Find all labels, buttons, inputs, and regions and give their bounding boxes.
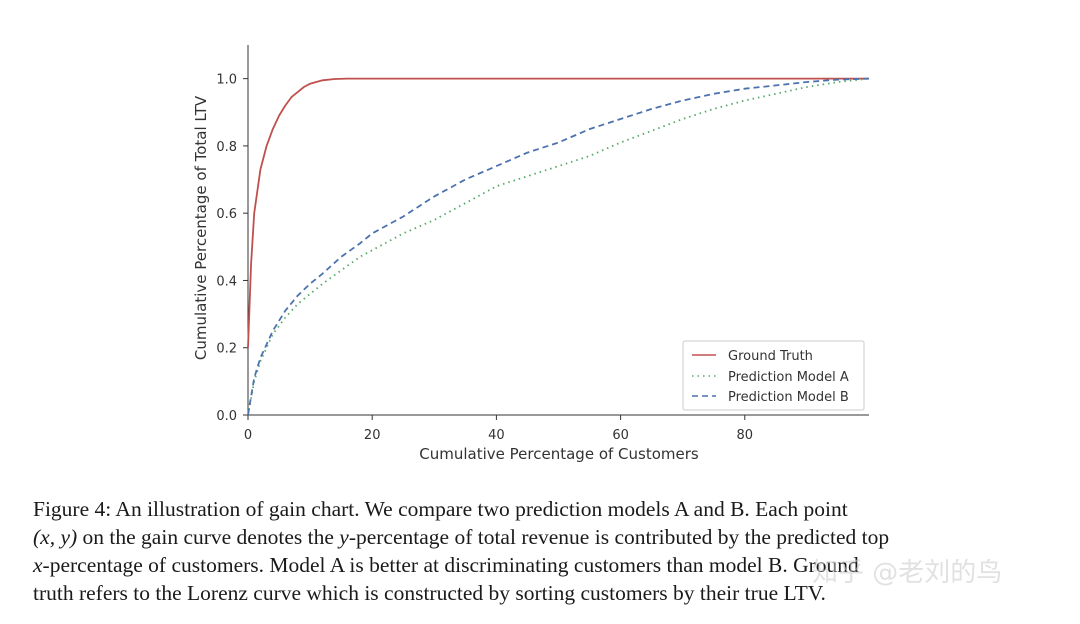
- y-tick-label: 0.4: [216, 274, 237, 289]
- x-tick-label: 80: [737, 428, 754, 443]
- caption-math-x: x: [33, 553, 43, 577]
- caption-line-3: x-percentage of customers. Model A is be…: [33, 551, 1053, 579]
- axes: [247, 45, 869, 416]
- legend-label-model-a: Prediction Model A: [728, 370, 849, 385]
- x-tick-label: 20: [364, 428, 381, 443]
- watermark: 知乎 @老刘的鸟: [812, 558, 1003, 588]
- legend-box: [682, 340, 865, 411]
- y-tick-label: 1.0: [216, 73, 237, 88]
- series-line-prediction-model-b: [247, 77, 870, 416]
- caption-line-4: truth refers to the Lorenz curve which i…: [33, 581, 826, 605]
- legend-label-ground-truth: Ground Truth: [728, 349, 813, 364]
- x-axis-label: Cumulative Percentage of Customers: [419, 445, 699, 463]
- y-tick-label: 0.8: [216, 140, 237, 155]
- caption-line-1: Figure 4: An illustration of gain chart.…: [33, 497, 848, 521]
- y-ticks: 0.0 0.2 0.4 0.6 0.8 1.0: [216, 73, 248, 424]
- gain-chart: 0 20 40 60 80 0.0 0.2 0.4 0.6 0.8 1.0 Cumulative …: [192, 45, 870, 463]
- y-tick-label: 0.0: [216, 409, 237, 424]
- x-tick-label: 40: [488, 428, 505, 443]
- caption-math-xy: (x, y): [33, 525, 78, 549]
- caption-line-2: (x, y) on the gain curve denotes the y-p…: [33, 523, 1053, 551]
- figure-caption: Figure 4: An illustration of gain chart.…: [33, 495, 1053, 607]
- caption-text: -percentage of total revenue is contribu…: [348, 525, 890, 549]
- legend: Ground Truth Prediction Model A Predicti…: [682, 340, 865, 411]
- x-ticks: 0 20 40 60 80: [244, 415, 753, 443]
- caption-math-y: y: [339, 525, 349, 549]
- x-tick-label: 0: [244, 428, 252, 443]
- x-tick-label: 60: [612, 428, 629, 443]
- y-tick-label: 0.6: [216, 207, 237, 222]
- caption-text: on the gain curve denotes the: [77, 525, 340, 549]
- y-axis-label: Cumulative Percentage of Total LTV: [192, 95, 210, 360]
- y-tick-label: 0.2: [216, 342, 237, 357]
- series-line-ground-truth: [247, 77, 869, 348]
- legend-label-model-b: Prediction Model B: [728, 390, 849, 405]
- series-layer: [247, 77, 870, 416]
- caption-text: -percentage of customers. Model A is bet…: [42, 553, 859, 577]
